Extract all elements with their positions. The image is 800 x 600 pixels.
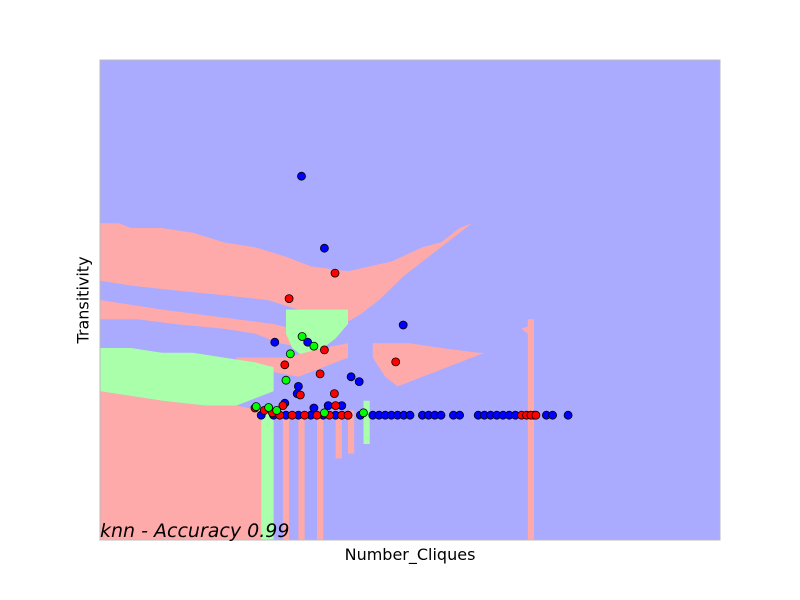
data-point-red-4 — [280, 360, 290, 370]
data-point-red-1 — [284, 294, 294, 304]
region-red-12 — [348, 410, 355, 454]
data-point-red-16 — [312, 410, 322, 420]
data-point-blue-3 — [270, 337, 280, 347]
data-point-blue-5 — [293, 381, 303, 391]
data-point-red-3 — [391, 357, 401, 367]
data-point-red-19 — [343, 410, 353, 420]
data-point-blue-28 — [405, 410, 415, 420]
data-point-green-5 — [264, 403, 274, 412]
data-point-blue-1 — [319, 243, 329, 253]
decision-regions — [100, 60, 720, 540]
data-point-green-0 — [297, 332, 307, 341]
accuracy-annotation: knn - Accuracy 0.99 — [100, 520, 290, 542]
data-point-red-6 — [329, 389, 339, 399]
data-point-red-14 — [287, 410, 297, 420]
region-red-0 — [100, 223, 472, 329]
data-point-red-7 — [295, 390, 305, 400]
data-point-green-1 — [285, 349, 295, 359]
x-axis-label: Number_Cliques — [344, 545, 476, 564]
scatter-points — [250, 171, 573, 420]
region-red-8 — [282, 415, 290, 540]
plot-frame — [99, 59, 721, 541]
region-green-7 — [261, 410, 274, 540]
data-point-green-8 — [359, 408, 368, 418]
region-red-15 — [527, 319, 534, 329]
region-red-11 — [335, 415, 342, 459]
data-point-blue-44 — [548, 410, 557, 420]
y-axis-label: Transitivity — [73, 256, 93, 344]
data-point-blue-45 — [563, 410, 573, 420]
data-point-red-9 — [331, 401, 341, 411]
data-point-green-4 — [251, 402, 261, 412]
data-point-green-7 — [319, 408, 329, 418]
data-point-red-5 — [315, 369, 325, 379]
data-point-blue-4 — [303, 337, 313, 347]
data-point-blue-32 — [436, 410, 446, 420]
region-red-6 — [100, 391, 262, 540]
data-point-red-15 — [300, 410, 310, 420]
data-point-blue-12 — [309, 403, 319, 413]
region-red-14 — [521, 324, 534, 540]
data-point-blue-7 — [346, 372, 356, 382]
data-point-blue-2 — [398, 320, 408, 330]
data-point-green-6 — [272, 405, 282, 415]
region-red-4 — [372, 343, 485, 387]
data-point-red-0 — [330, 268, 340, 278]
data-point-blue-8 — [354, 377, 364, 387]
data-point-blue-10 — [323, 401, 333, 411]
data-point-red-2 — [319, 345, 329, 355]
region-green-13 — [363, 400, 370, 444]
data-point-red-8 — [278, 401, 288, 411]
data-point-blue-34 — [455, 410, 465, 420]
data-point-red-23 — [531, 410, 541, 420]
region-green-5 — [100, 348, 274, 406]
data-point-blue-0 — [297, 171, 306, 181]
region-red-10 — [317, 415, 324, 540]
data-point-green-3 — [281, 375, 291, 385]
data-point-green-2 — [309, 341, 319, 351]
region-red-1 — [100, 300, 305, 348]
region-green-2 — [286, 309, 348, 358]
region-red-9 — [298, 415, 305, 540]
